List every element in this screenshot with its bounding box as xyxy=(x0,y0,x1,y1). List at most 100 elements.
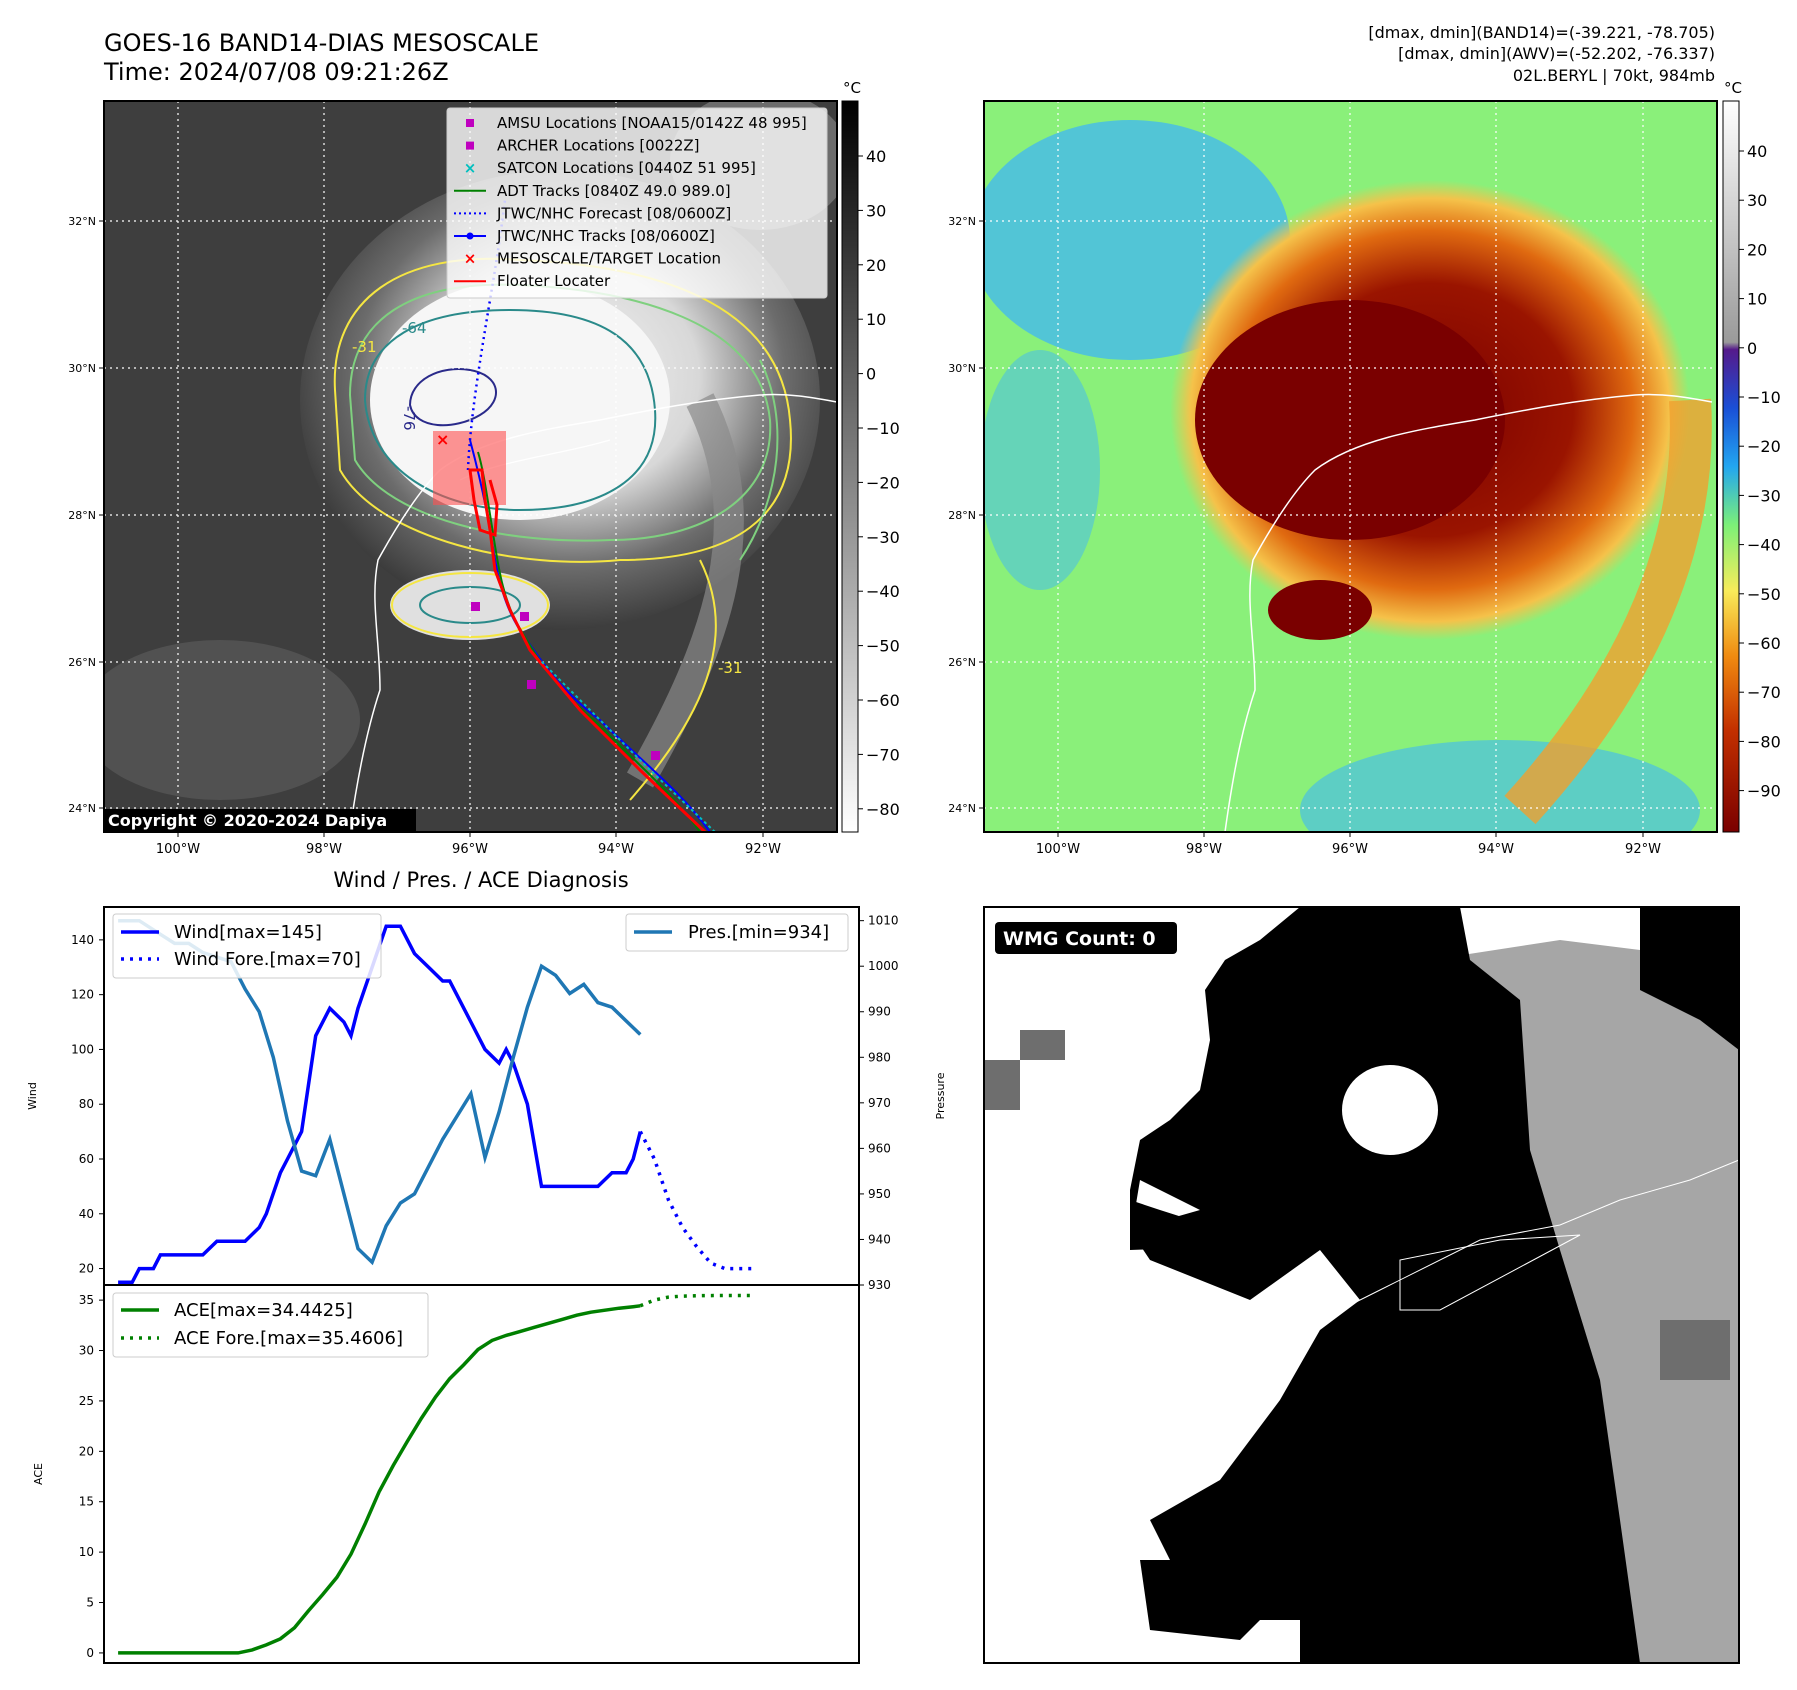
legend-label: SATCON Locations [0440Z 51 995] xyxy=(497,159,756,177)
legend-marker-square xyxy=(466,119,474,127)
legend-label: Floater Locater xyxy=(497,272,611,290)
ace-chart: 35 30 25 20 15 10 5 0 ACE ACE[max=34.4425] ACE F… xyxy=(32,1284,860,1664)
colorbar-tick-label: 40 xyxy=(1747,142,1767,161)
lat-tick-label: 30°N xyxy=(68,362,96,375)
wmg-panel: WMG Count: 0 xyxy=(983,906,1740,1664)
wind-tick-label: 80 xyxy=(79,1097,94,1111)
legend-label: JTWC/NHC Tracks [08/0600Z] xyxy=(496,227,715,245)
wind-tick-label: 20 xyxy=(79,1262,94,1276)
colorbar-tick-label: 10 xyxy=(1747,290,1767,309)
legend-label: AMSU Locations [NOAA15/0142Z 48 995] xyxy=(497,114,807,132)
ace-tick-label: 20 xyxy=(79,1444,94,1458)
lon-tick-label: 92°W xyxy=(1625,842,1661,857)
legend-label: Wind[max=145] xyxy=(174,922,322,943)
ir-legend: AMSU Locations [NOAA15/0142Z 48 995] ARCH… xyxy=(446,107,828,299)
wind-legend-box xyxy=(112,913,382,979)
stats-storm: 02L.BERYL | 70kt, 984mb xyxy=(1513,66,1715,85)
colorbar-tick-label: −60 xyxy=(1747,634,1781,653)
lat-tick-label: 24°N xyxy=(948,802,976,815)
wmg-dark-gray-patch xyxy=(985,1060,1020,1110)
lat-tick-label: 32°N xyxy=(948,215,976,228)
ir-legend-box xyxy=(446,107,828,299)
pressure-tick-label: 1010 xyxy=(868,914,899,928)
colorbar-tick-label: −50 xyxy=(1747,585,1781,604)
pressure-tick-label: 960 xyxy=(868,1141,891,1155)
contour-label: -64 xyxy=(402,319,427,337)
colorbar-tick-label: −90 xyxy=(1747,782,1781,801)
colorbar-tick-label: −50 xyxy=(866,637,900,656)
legend-marker-dot xyxy=(466,232,474,240)
contour-core xyxy=(408,368,497,427)
colorbar-tick-label: −20 xyxy=(866,473,900,492)
amsu-marker xyxy=(471,602,480,611)
ir-rainband xyxy=(626,393,744,788)
stats-awv: [dmax, dmin](AWV)=(-52.202, -76.337) xyxy=(1398,44,1715,63)
colorbar-tick-label: 0 xyxy=(866,365,876,384)
pressure-tick-label: 980 xyxy=(868,1050,891,1064)
contour-band xyxy=(739,359,779,561)
wind-tick-label: 100 xyxy=(71,1042,94,1056)
legend-label: ACE[max=34.4425] xyxy=(174,1300,353,1321)
wmg-coastline xyxy=(1269,1159,1740,1361)
amsu-marker xyxy=(520,612,529,621)
wind-tick-label: 120 xyxy=(71,988,94,1002)
diagnosis-title: Wind / Pres. / ACE Diagnosis xyxy=(333,868,628,892)
colorbar-tick-label: −30 xyxy=(1747,486,1781,505)
wind-forecast-line xyxy=(638,1130,754,1271)
archer-marker xyxy=(527,680,536,689)
awv-rainband xyxy=(1504,398,1712,825)
colorbar-tick-label: −40 xyxy=(1747,536,1781,555)
ir-cloud-field xyxy=(104,640,360,800)
legend-marker-x: × xyxy=(464,250,477,268)
lon-tick-label: 100°W xyxy=(1036,842,1080,857)
awv-moist-zone xyxy=(1300,740,1700,832)
wmg-label: WMG Count: 0 xyxy=(1003,928,1156,950)
figure-title: GOES-16 BAND14-DIAS MESOSCALE xyxy=(104,29,539,57)
legend-label: ADT Tracks [0840Z 49.0 989.0] xyxy=(497,182,731,200)
lat-tick-label: 28°N xyxy=(68,509,96,522)
lon-tick-label: 98°W xyxy=(306,842,342,857)
colorbar-tick-label: 30 xyxy=(1747,191,1767,210)
colorbar-tick-label: −10 xyxy=(866,419,900,438)
stats-band14: [dmax, dmin](BAND14)=(-39.221, -78.705) xyxy=(1368,23,1715,42)
colorbar-tick-label: −70 xyxy=(1747,683,1781,702)
wmg-black-region xyxy=(1130,907,1640,1663)
wind-tick-label: 60 xyxy=(79,1152,94,1166)
contour-band xyxy=(629,559,717,801)
wmg-black-region xyxy=(1130,1200,1270,1250)
lat-tick-label: 30°N xyxy=(948,362,976,375)
pressure-tick-label: 950 xyxy=(868,1187,891,1201)
wind-tick-label: 40 xyxy=(79,1207,94,1221)
colorbar-tick-label: −30 xyxy=(866,528,900,547)
colorbar-tick-label: −10 xyxy=(1747,388,1781,407)
pressure-legend-box xyxy=(625,913,849,952)
colorbar-tick-label: 40 xyxy=(866,147,886,166)
colorbar-tick-label: −70 xyxy=(866,745,900,764)
wind-tick-label: 140 xyxy=(71,933,94,947)
legend-label: ARCHER Locations [0022Z] xyxy=(497,137,700,155)
ace-tick-label: 15 xyxy=(79,1495,94,1509)
archer-marker xyxy=(651,751,660,760)
ace-tick-label: 25 xyxy=(79,1394,94,1408)
pressure-tick-label: 970 xyxy=(868,1096,891,1110)
legend-marker-square xyxy=(466,141,474,150)
awv-panel: 100°W 98°W 96°W 94°W 92°W 32°N 30°N 28°N 26°N 24°… xyxy=(948,79,1781,857)
ace-tick-label: 0 xyxy=(86,1646,94,1660)
ir-storm-core xyxy=(370,280,670,520)
ace-ylabel: ACE xyxy=(32,1463,45,1485)
ace-series-line xyxy=(118,1304,641,1655)
target-marker: × xyxy=(436,430,449,449)
colorbar-tick-label: −80 xyxy=(866,800,900,819)
figure-time: Time: 2024/07/08 09:21:26Z xyxy=(103,58,449,86)
colorbar-tick-label: −80 xyxy=(1747,732,1781,751)
lon-tick-label: 96°W xyxy=(1332,842,1368,857)
ace-tick-label: 30 xyxy=(79,1344,94,1358)
colorbar-tick-label: 10 xyxy=(866,310,886,329)
copyright-bg xyxy=(104,809,416,831)
colorbar-tick-label: −40 xyxy=(866,582,900,601)
contour-label: -31 xyxy=(352,338,377,356)
satcon-track xyxy=(539,659,716,832)
contour-outer xyxy=(333,257,792,563)
wmg-frame xyxy=(983,906,1740,1664)
wmg-black-region xyxy=(1140,1560,1280,1640)
